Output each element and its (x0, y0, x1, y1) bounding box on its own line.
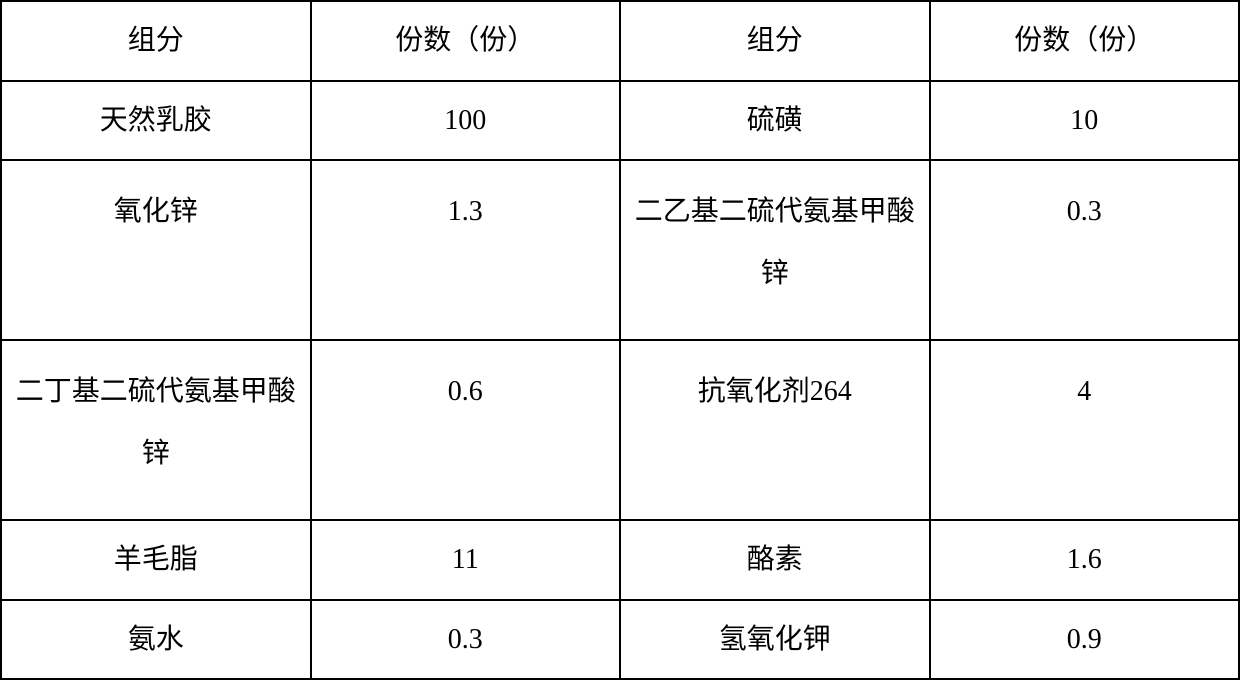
cell-value: 1.6 (930, 520, 1240, 600)
cell-component: 酪素 (620, 520, 930, 600)
cell-component: 氨水 (1, 600, 311, 680)
table-row: 氧化锌 1.3 二乙基二硫代氨基甲酸锌 0.3 (1, 160, 1239, 340)
header-parts-2: 份数（份） (930, 1, 1240, 81)
composition-table-container: 组分 份数（份） 组分 份数（份） 天然乳胶 100 硫磺 10 氧化锌 1.3… (0, 0, 1240, 662)
cell-value: 4 (930, 340, 1240, 520)
cell-value: 100 (311, 81, 621, 161)
cell-value: 0.6 (311, 340, 621, 520)
cell-component: 羊毛脂 (1, 520, 311, 600)
table-row: 二丁基二硫代氨基甲酸锌 0.6 抗氧化剂264 4 (1, 340, 1239, 520)
table-header-row: 组分 份数（份） 组分 份数（份） (1, 1, 1239, 81)
cell-component: 硫磺 (620, 81, 930, 161)
cell-component: 氢氧化钾 (620, 600, 930, 680)
cell-component: 氧化锌 (1, 160, 311, 340)
table-row: 天然乳胶 100 硫磺 10 (1, 81, 1239, 161)
cell-value: 11 (311, 520, 621, 600)
cell-value: 0.9 (930, 600, 1240, 680)
header-parts-1: 份数（份） (311, 1, 621, 81)
cell-value: 1.3 (311, 160, 621, 340)
cell-value: 0.3 (930, 160, 1240, 340)
cell-value: 10 (930, 81, 1240, 161)
header-component-2: 组分 (620, 1, 930, 81)
header-component-1: 组分 (1, 1, 311, 81)
table-row: 羊毛脂 11 酪素 1.6 (1, 520, 1239, 600)
cell-component: 天然乳胶 (1, 81, 311, 161)
composition-table: 组分 份数（份） 组分 份数（份） 天然乳胶 100 硫磺 10 氧化锌 1.3… (0, 0, 1240, 680)
cell-value: 0.3 (311, 600, 621, 680)
cell-component: 二乙基二硫代氨基甲酸锌 (620, 160, 930, 340)
cell-component: 抗氧化剂264 (620, 340, 930, 520)
table-row: 氨水 0.3 氢氧化钾 0.9 (1, 600, 1239, 680)
cell-component: 二丁基二硫代氨基甲酸锌 (1, 340, 311, 520)
